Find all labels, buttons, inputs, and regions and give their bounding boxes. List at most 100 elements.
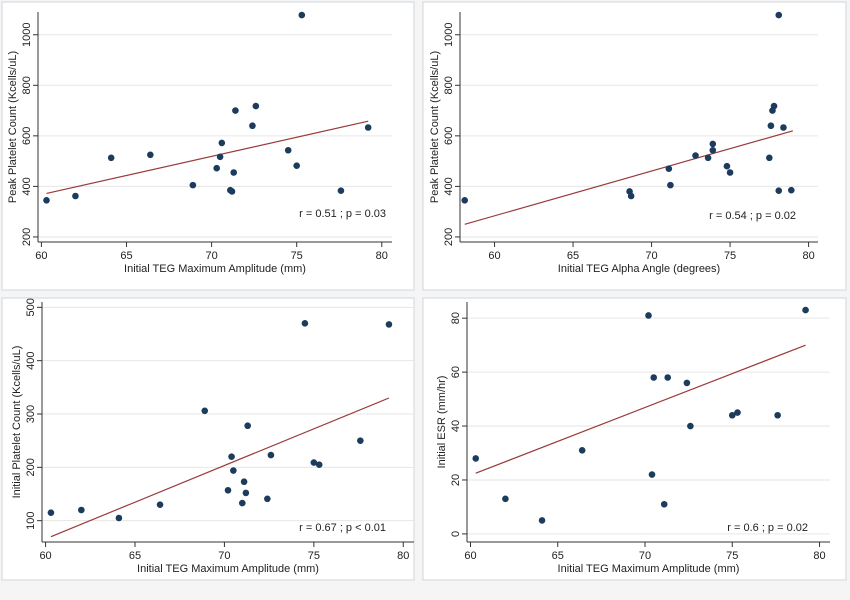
x-tick-label: 60 bbox=[39, 550, 51, 562]
panel-frame bbox=[1, 297, 415, 581]
x-tick-label: 65 bbox=[129, 550, 141, 562]
x-tick-label: 75 bbox=[308, 550, 320, 562]
data-point bbox=[244, 422, 251, 430]
x-tick-label: 65 bbox=[567, 250, 579, 262]
data-point bbox=[709, 146, 717, 154]
data-point bbox=[704, 154, 712, 162]
y-tick-label: 800 bbox=[443, 76, 455, 94]
data-point bbox=[156, 501, 164, 508]
data-point bbox=[357, 437, 364, 444]
y-tick-label: 0 bbox=[450, 531, 462, 537]
data-point bbox=[645, 312, 652, 319]
y-tick-label: 200 bbox=[21, 228, 33, 246]
y-tick-label: 400 bbox=[25, 351, 37, 369]
data-point bbox=[230, 169, 238, 176]
y-tick-label: 600 bbox=[443, 127, 455, 145]
y-tick-label: 1000 bbox=[21, 23, 33, 47]
fit-line bbox=[50, 397, 390, 538]
x-axis-title: Initial TEG Maximum Amplitude (mm) bbox=[137, 563, 319, 575]
data-point bbox=[242, 489, 250, 497]
data-point bbox=[249, 122, 256, 130]
data-point bbox=[726, 169, 734, 176]
fit-line bbox=[464, 130, 794, 225]
data-point bbox=[239, 499, 246, 507]
data-point bbox=[264, 495, 271, 503]
data-point bbox=[692, 152, 699, 159]
data-point bbox=[775, 11, 783, 19]
x-tick-label: 60 bbox=[488, 250, 500, 262]
data-point bbox=[687, 422, 694, 430]
data-point bbox=[650, 374, 658, 381]
x-tick-label: 80 bbox=[376, 250, 388, 262]
correlation-annotation: r = 0.51 ; p = 0.03 bbox=[299, 208, 386, 220]
x-tick-label: 65 bbox=[120, 250, 132, 262]
data-point bbox=[788, 186, 795, 194]
data-point bbox=[107, 154, 115, 162]
data-point bbox=[502, 495, 509, 503]
x-tick-label: 70 bbox=[645, 250, 657, 262]
y-tick-label: 100 bbox=[25, 511, 37, 529]
data-point bbox=[228, 453, 235, 460]
data-point bbox=[723, 162, 731, 170]
data-point bbox=[667, 181, 674, 189]
data-point bbox=[78, 506, 85, 514]
data-point bbox=[385, 321, 393, 328]
y-tick-label: 400 bbox=[21, 177, 33, 195]
panel-frame bbox=[422, 1, 847, 291]
data-point bbox=[766, 154, 773, 162]
data-point bbox=[284, 146, 292, 154]
data-point bbox=[578, 447, 586, 454]
scatter-panel-1: 60 65 70 75 80 200 400 600 800 1000 Initial TEG Ma… bbox=[1, 1, 415, 291]
data-point bbox=[775, 187, 783, 194]
x-tick-label: 80 bbox=[802, 250, 814, 262]
data-point bbox=[267, 451, 275, 459]
data-point bbox=[364, 124, 372, 131]
scatter-panel-4: 60 65 70 75 80 0 20 40 60 80 Initial TEG Maximum A… bbox=[422, 297, 847, 581]
data-point bbox=[224, 486, 232, 494]
correlation-annotation: r = 0.54 ; p = 0.02 bbox=[709, 210, 796, 222]
y-axis-title: Initial Platelet Count (Kcells/uL) bbox=[11, 346, 23, 499]
x-tick-label: 75 bbox=[726, 550, 738, 562]
data-point bbox=[228, 188, 236, 195]
data-point bbox=[240, 478, 248, 486]
x-tick-label: 70 bbox=[205, 250, 217, 262]
scatter-panel-2: 60 65 70 75 80 200 400 600 800 1000 Initial TEG Al… bbox=[422, 1, 847, 291]
x-tick-label: 65 bbox=[552, 550, 564, 562]
data-point bbox=[230, 467, 237, 474]
data-point bbox=[472, 455, 480, 462]
data-point bbox=[770, 102, 778, 110]
data-point bbox=[665, 165, 673, 173]
fit-line bbox=[46, 120, 369, 195]
data-point bbox=[43, 196, 50, 204]
y-tick-label: 200 bbox=[443, 228, 455, 246]
data-point bbox=[216, 153, 224, 161]
y-tick-label: 60 bbox=[450, 366, 462, 378]
data-point bbox=[802, 306, 809, 314]
data-point bbox=[72, 192, 79, 200]
data-point bbox=[734, 409, 741, 416]
data-point bbox=[709, 140, 717, 148]
x-tick-label: 70 bbox=[639, 550, 651, 562]
y-tick-label: 600 bbox=[21, 127, 33, 145]
data-point bbox=[47, 509, 55, 516]
data-point bbox=[115, 514, 123, 522]
data-point bbox=[683, 379, 691, 387]
data-point bbox=[232, 107, 239, 114]
data-point bbox=[201, 407, 209, 415]
y-tick-label: 500 bbox=[25, 298, 37, 316]
data-point bbox=[728, 411, 736, 419]
data-point bbox=[213, 164, 221, 172]
scatter-panel-3: 60 65 70 75 80 100 200 300 400 500 Initial TEG Max… bbox=[1, 297, 415, 581]
data-point bbox=[461, 196, 469, 204]
data-point bbox=[252, 102, 260, 110]
data-point bbox=[310, 459, 318, 466]
data-point bbox=[774, 411, 781, 419]
x-tick-label: 80 bbox=[397, 550, 409, 562]
correlation-annotation: r = 0.6 ; p = 0.02 bbox=[727, 522, 808, 534]
y-tick-label: 800 bbox=[21, 76, 33, 94]
x-tick-label: 80 bbox=[813, 550, 825, 562]
x-tick-label: 70 bbox=[218, 550, 230, 562]
y-tick-label: 200 bbox=[25, 458, 37, 476]
data-point bbox=[538, 517, 546, 524]
